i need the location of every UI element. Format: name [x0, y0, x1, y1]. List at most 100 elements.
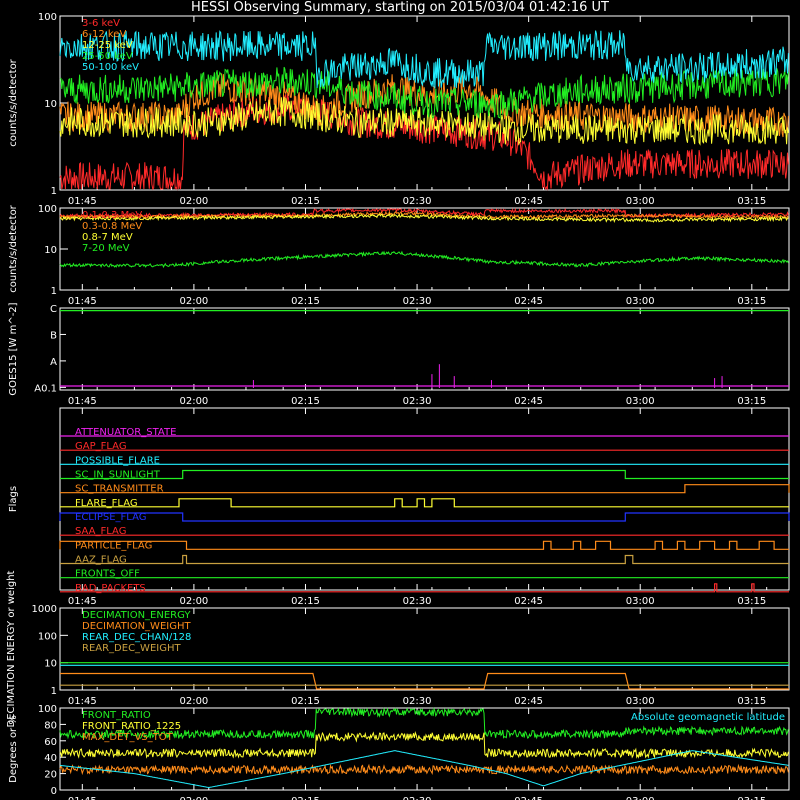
y-tick-label: 60: [44, 737, 57, 748]
legend-entry: FRONT_RATIO_1225: [82, 721, 181, 732]
page-title: HESSI Observing Summary, starting on 201…: [191, 0, 609, 15]
x-tick-label: 02:45: [514, 396, 543, 407]
x-tick-label: 02:30: [403, 696, 432, 707]
panel-decimation: 01:45 02:00 02:15 02:30 02:45 03:00 03:15 DECIM…: [6, 570, 790, 727]
legend-entry: DECIMATION_WEIGHT: [82, 621, 191, 632]
y-tick-label: 1: [51, 186, 57, 197]
x-tick-label: 02:15: [291, 296, 320, 307]
x-tick-label: 02:00: [179, 796, 208, 800]
flag-label: ATTENUATOR_STATE: [75, 427, 176, 438]
x-tick-label: 03:00: [626, 196, 655, 207]
y-axis-label: GOES15 [W m^-2]: [8, 302, 19, 395]
y-axis-label: Degrees or %: [8, 715, 19, 783]
series-line: [59, 707, 789, 741]
x-tick-label: 01:45: [68, 396, 97, 407]
flag-label: FRONTS_OFF: [75, 569, 140, 580]
y-tick-label: B: [50, 330, 57, 341]
legend-entry: 0.1-0.3 MeV: [82, 210, 142, 221]
flag-label: BAD_PACKETS: [75, 583, 146, 594]
y-tick-label: 0: [51, 786, 57, 797]
legend-entry: REAR_DEC_CHAN/128: [82, 632, 191, 643]
panel-ratio: 01:45 02:00 02:15 02:30 02:45 03:00 03:15 Degre…: [8, 704, 790, 800]
x-tick-label: 02:15: [291, 796, 320, 800]
y-tick-label: 1000: [32, 604, 57, 615]
flag-trace: [59, 540, 789, 550]
flag-label: FLARE_FLAG: [75, 498, 138, 509]
y-tick-label: A: [50, 357, 57, 368]
panel-gamma: 01:45 02:00 02:15 02:30 02:45 03:00 03:15 count…: [8, 204, 790, 307]
x-tick-label: 02:30: [403, 596, 432, 607]
y-tick-label: 10: [44, 99, 57, 110]
x-tick-label: 02:00: [179, 396, 208, 407]
panel-frame: [59, 15, 790, 191]
x-tick-label: 01:45: [68, 796, 97, 800]
panel-frame: [59, 607, 790, 691]
y-tick-label: 100: [38, 204, 57, 215]
flag-trace: [60, 554, 789, 565]
x-tick-label: 03:15: [737, 796, 766, 800]
legend-entry: Absolute geomagnetic latitude: [631, 712, 785, 723]
y-axis-label: Flags: [8, 486, 19, 512]
legend-entry: DECIMATION_ENERGY: [82, 610, 191, 621]
flag-label: SC_IN_SUNLIGHT: [75, 470, 161, 481]
series-line: [59, 93, 789, 191]
x-tick-label: 03:00: [626, 396, 655, 407]
x-tick-label: 02:15: [291, 196, 320, 207]
x-tick-label: 02:00: [179, 296, 208, 307]
legend-entry: 12-25 keV: [82, 40, 133, 51]
y-tick-label: A0.1: [34, 383, 57, 394]
flag-label: POSSIBLE_FLARE: [75, 455, 160, 466]
x-tick-label: 03:15: [737, 296, 766, 307]
x-tick-label: 02:15: [291, 696, 320, 707]
y-tick-label: 100: [38, 631, 57, 642]
x-tick-label: 02:30: [403, 796, 432, 800]
legend-entry: 0.3-0.8 MeV: [82, 221, 142, 232]
flag-trace: [60, 498, 789, 508]
series-line: [59, 96, 789, 146]
x-tick-label: 03:00: [626, 696, 655, 707]
x-tick-label: 03:00: [626, 596, 655, 607]
y-tick-label: 40: [44, 753, 57, 764]
flag-trace: [60, 469, 789, 480]
y-tick-label: 100: [38, 12, 57, 23]
y-axis-label: counts/s/detector: [8, 204, 19, 292]
series-line: [59, 210, 789, 221]
flag-label: SAA_FLAG: [75, 526, 126, 537]
y-tick-label: 80: [44, 720, 57, 731]
series-line: [59, 30, 789, 89]
series-line: [59, 250, 789, 269]
series-line: [59, 750, 789, 789]
legend-entry: 7-20 MeV: [82, 243, 130, 254]
legend-entry: 50-100 keV: [82, 62, 139, 73]
x-tick-label: 01:45: [68, 196, 97, 207]
series-line: [59, 763, 789, 776]
panel-flags: 01:45 02:00 02:15 02:30 02:45 03:00 03:15 Flags…: [8, 407, 790, 607]
y-tick-label: C: [50, 304, 57, 315]
flag-label: GAP_FLAG: [75, 441, 127, 452]
y-tick-label: 1: [51, 286, 57, 297]
legend-entry: MAX_DET_VS_TOT: [82, 732, 174, 743]
series-line: [59, 207, 789, 219]
x-tick-label: 02:15: [291, 596, 320, 607]
x-tick-label: 02:00: [179, 196, 208, 207]
x-tick-label: 03:00: [626, 296, 655, 307]
x-tick-label: 02:00: [179, 596, 208, 607]
x-tick-label: 02:00: [179, 696, 208, 707]
y-axis-label: counts/s/detector: [8, 58, 19, 146]
x-tick-label: 02:30: [403, 196, 432, 207]
series-line: [59, 213, 789, 224]
flag-trace: [59, 512, 790, 522]
x-tick-label: 03:15: [737, 396, 766, 407]
flag-trace: [60, 583, 789, 593]
panel-frame: [59, 707, 790, 791]
x-tick-label: 02:30: [403, 296, 432, 307]
x-tick-label: 01:45: [68, 596, 97, 607]
x-tick-label: 02:30: [403, 396, 432, 407]
panel-frame: [59, 407, 790, 591]
x-tick-label: 02:15: [291, 396, 320, 407]
y-tick-label: 100: [38, 704, 57, 715]
legend-entry: 6-12 keV: [82, 29, 126, 40]
flag-label: SC_TRANSMITTER: [75, 484, 164, 495]
legend-entry: 25-50 keV: [82, 51, 133, 62]
